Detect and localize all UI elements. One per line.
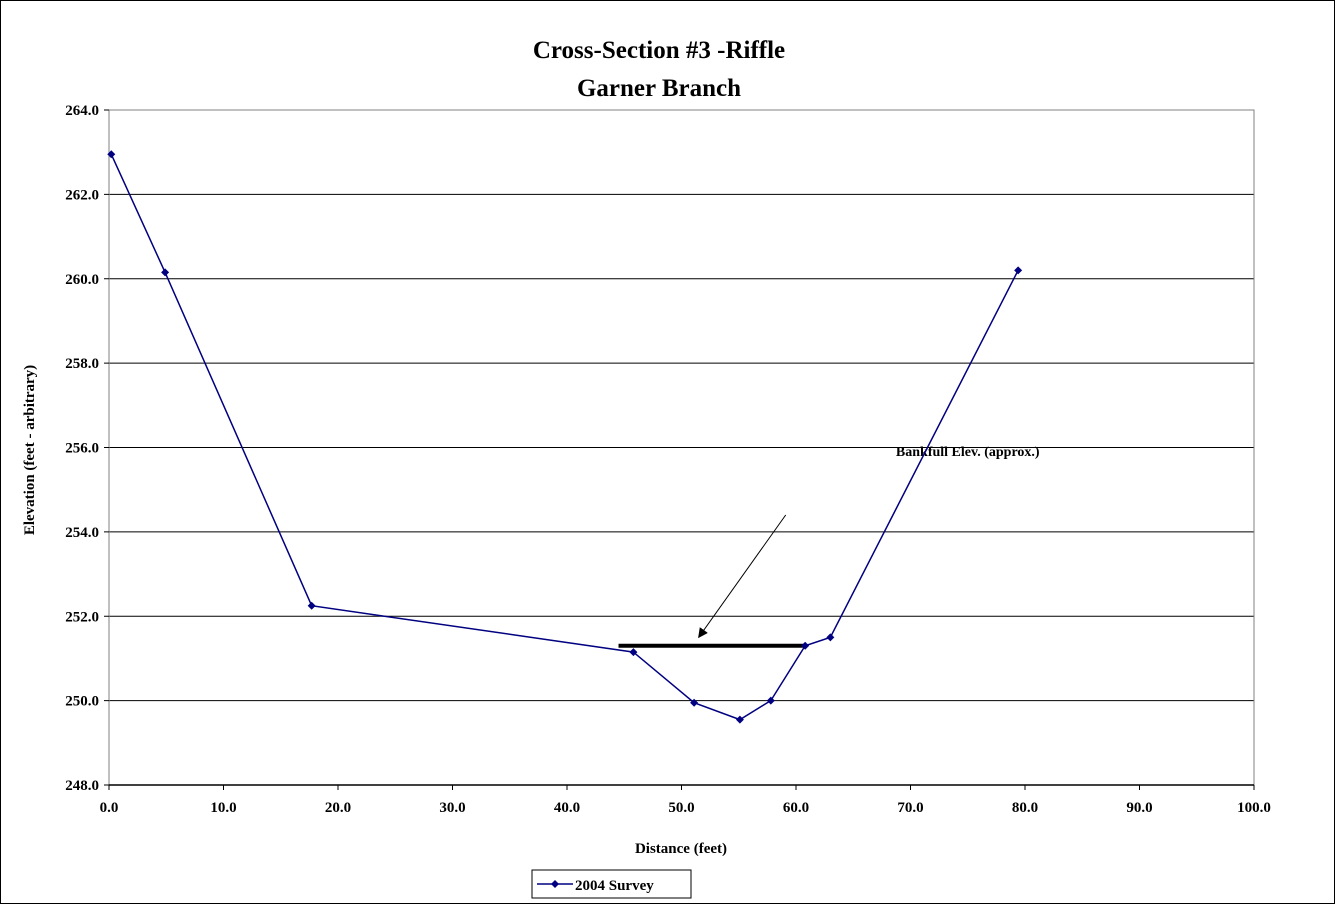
chart-subtitle: Garner Branch	[577, 75, 741, 102]
legend-box	[531, 869, 692, 899]
x-tick-label: 0.0	[100, 800, 119, 816]
data-point	[629, 648, 638, 657]
annotations: Bankfull Elev. (approx.)	[618, 445, 1040, 648]
data-point	[107, 150, 116, 159]
x-tick-label: 80.0	[1012, 800, 1038, 816]
data-point	[801, 641, 810, 650]
data-point	[690, 698, 699, 707]
x-tick-label: 100.0	[1237, 800, 1271, 816]
legend-label: 2004 Survey	[575, 878, 654, 894]
x-tick-label: 50.0	[668, 800, 694, 816]
x-axis-label: Distance (feet)	[635, 841, 727, 857]
y-tick-label: 254.0	[65, 525, 99, 541]
x-tick-label: 30.0	[439, 800, 465, 816]
x-tick-label: 20.0	[325, 800, 351, 816]
y-tick-label: 258.0	[65, 356, 99, 372]
data-point	[307, 601, 316, 610]
y-axis-label: Elevation (feet - arbitrary)	[22, 365, 38, 535]
annotation-label: Bankfull Elev. (approx.)	[896, 445, 1040, 460]
y-tick-label: 264.0	[65, 103, 99, 119]
data-point	[766, 696, 775, 705]
x-axis-ticks: 0.0 10.0 20.0 30.0 40.0 50.0 60.0 70.0 80.0 90.0 1…	[100, 784, 1271, 816]
y-tick-label: 252.0	[65, 609, 99, 625]
y-axis-ticks: 248.0 250.0 252.0 254.0 256.0 258.0 260.0 262.0…	[65, 103, 109, 794]
annotation-arrow	[698, 514, 787, 639]
data-point	[826, 633, 835, 642]
series-line	[110, 153, 1019, 721]
grid-lines	[109, 109, 1254, 702]
x-tick-label: 70.0	[897, 800, 923, 816]
data-point	[1014, 266, 1023, 275]
x-tick-label: 40.0	[554, 800, 580, 816]
y-tick-label: 250.0	[65, 694, 99, 710]
y-tick-label: 260.0	[65, 272, 99, 288]
data-point	[735, 715, 744, 724]
y-tick-label: 262.0	[65, 187, 99, 203]
legend: 2004 Survey	[531, 869, 692, 899]
legend-marker	[551, 880, 559, 888]
y-tick-label: 256.0	[65, 441, 99, 457]
x-tick-label: 60.0	[783, 800, 809, 816]
chart-title: Cross-Section #3 -Riffle	[533, 37, 785, 64]
data-point	[161, 268, 170, 277]
y-tick-label: 248.0	[65, 778, 99, 794]
x-tick-label: 10.0	[210, 800, 236, 816]
x-tick-label: 90.0	[1126, 800, 1152, 816]
series	[107, 150, 1023, 724]
